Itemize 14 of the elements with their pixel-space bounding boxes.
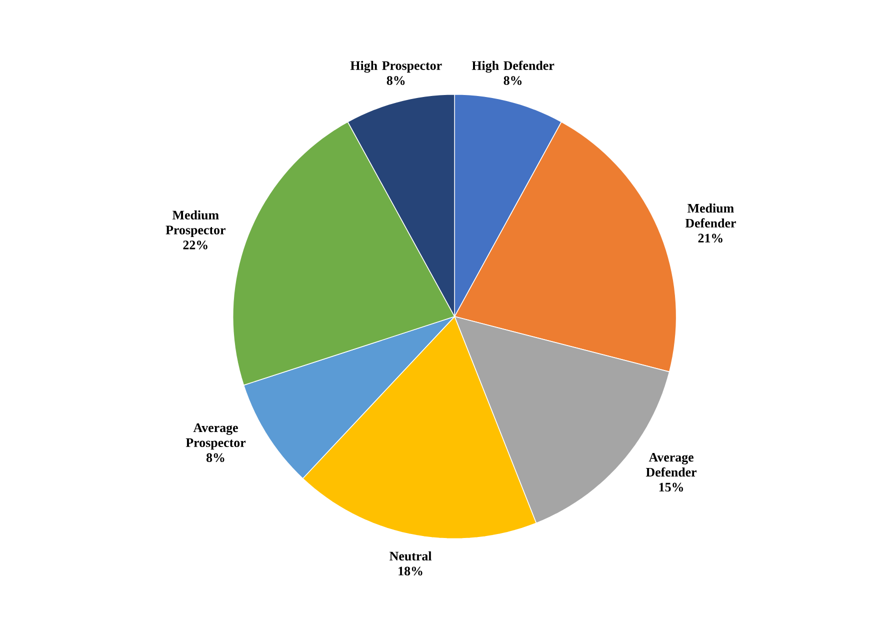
slice-label: Average Defender — [646, 452, 697, 477]
data-label: 8% — [504, 76, 522, 85]
data-label: 22% — [183, 240, 208, 250]
data-label: 21% — [698, 234, 722, 243]
data-label: 18% — [398, 566, 422, 576]
slice-label: High Prospector — [350, 60, 442, 73]
data-label: 15% — [659, 482, 684, 492]
slice-label: High Defender — [472, 60, 554, 73]
slice-label: Average Prospector — [186, 423, 246, 450]
data-label: 8% — [386, 76, 405, 85]
data-label: 8% — [206, 453, 224, 462]
slice-label: Neutral — [390, 551, 432, 561]
slice-label: Medium Prospector — [166, 210, 226, 238]
slice-label: Medium Defender — [685, 204, 736, 228]
